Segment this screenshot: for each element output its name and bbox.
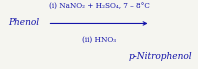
- Text: (ii) HNO₃: (ii) HNO₃: [82, 36, 116, 44]
- Text: Phenol: Phenol: [8, 18, 39, 27]
- Text: p-Nitrophenol: p-Nitrophenol: [129, 52, 192, 61]
- Text: (i) NaNO₂ + H₂SO₄, 7 – 8°C: (i) NaNO₂ + H₂SO₄, 7 – 8°C: [49, 2, 149, 10]
